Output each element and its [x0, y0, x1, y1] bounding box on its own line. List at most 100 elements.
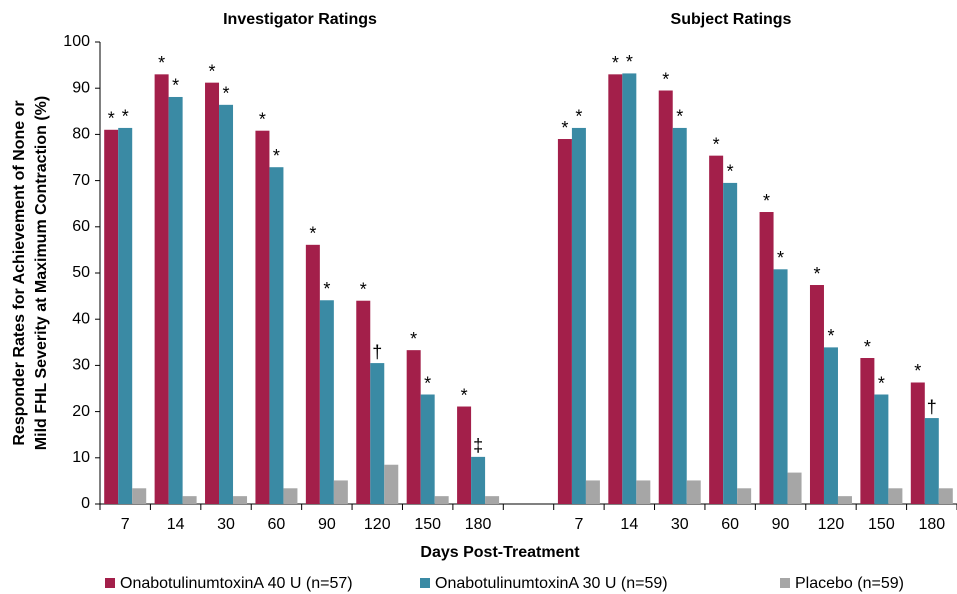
bar-annotation: †	[372, 342, 382, 362]
bar	[269, 167, 284, 504]
bar	[759, 212, 774, 505]
bar-annotation: †	[927, 397, 937, 417]
x-tick-label: 14	[167, 516, 185, 533]
bar	[118, 127, 133, 504]
bar-annotation: ‡	[473, 436, 483, 456]
y-tick-label: 50	[72, 264, 90, 281]
legend-swatch	[105, 578, 115, 588]
y-axis-label: Mild FHL Severity at Maximum Contraction…	[33, 96, 50, 450]
y-tick-label: 60	[72, 218, 90, 235]
bar	[658, 90, 673, 504]
y-tick-label: 40	[72, 310, 90, 327]
bar	[154, 74, 169, 504]
bar	[888, 488, 903, 504]
x-tick-label: 150	[414, 516, 441, 533]
bar	[370, 363, 385, 504]
bar	[434, 496, 449, 504]
bar	[406, 350, 421, 504]
bar-annotation: *	[122, 107, 129, 127]
bar	[672, 127, 687, 504]
bar-annotation: *	[662, 69, 669, 89]
bar-annotation: *	[360, 279, 367, 299]
x-tick-label: 60	[721, 516, 739, 533]
x-tick-label: 60	[268, 516, 286, 533]
bar	[305, 244, 320, 504]
bar	[557, 139, 572, 504]
bar-annotation: *	[626, 52, 633, 72]
y-tick-label: 10	[72, 449, 90, 466]
bar-annotation: *	[813, 264, 820, 284]
panel-title: Subject Ratings	[671, 11, 792, 28]
x-tick-label: 120	[818, 516, 845, 533]
x-axis-label: Days Post-Treatment	[420, 544, 580, 561]
bar	[809, 285, 824, 504]
bar-annotation: *	[410, 329, 417, 349]
bar-annotation: *	[209, 61, 216, 81]
bar	[837, 496, 852, 504]
bar-annotation: *	[827, 326, 834, 346]
bar-annotation: *	[273, 146, 280, 166]
x-tick-label: 30	[217, 516, 235, 533]
bar	[860, 358, 875, 504]
bar-annotation: *	[323, 279, 330, 299]
x-tick-label: 90	[318, 516, 336, 533]
bar-annotation: *	[424, 373, 431, 393]
bar	[938, 488, 953, 504]
bar	[420, 394, 435, 504]
bar	[319, 300, 334, 504]
bar	[787, 472, 802, 504]
bar	[910, 382, 925, 504]
y-tick-label: 100	[63, 33, 90, 50]
bar	[182, 496, 197, 504]
x-tick-label: 150	[868, 516, 895, 533]
legend-label: Placebo (n=59)	[795, 575, 904, 592]
x-tick-label: 180	[918, 516, 945, 533]
bar	[874, 394, 889, 504]
x-tick-label: 14	[620, 516, 638, 533]
legend-label: OnabotulinumtoxinA 30 U (n=59)	[435, 575, 668, 592]
bar-annotation: *	[259, 109, 266, 129]
panel-title: Investigator Ratings	[223, 11, 377, 28]
y-tick-label: 80	[72, 126, 90, 143]
bar	[356, 300, 371, 504]
bar-annotation: *	[309, 224, 316, 244]
y-tick-label: 0	[81, 495, 90, 512]
bar	[924, 418, 939, 504]
bar	[233, 496, 248, 504]
bar	[219, 104, 234, 504]
bar-annotation: *	[158, 53, 165, 73]
bar	[773, 269, 788, 504]
x-tick-label: 120	[364, 516, 391, 533]
y-tick-label: 90	[72, 79, 90, 96]
bar-annotation: *	[561, 118, 568, 138]
bar	[457, 406, 472, 504]
bar	[636, 480, 651, 504]
x-tick-label: 7	[121, 516, 130, 533]
bar-annotation: *	[108, 109, 115, 129]
y-tick-label: 30	[72, 357, 90, 374]
bar-annotation: *	[713, 134, 720, 154]
bar	[823, 347, 838, 504]
bar-annotation: *	[223, 84, 230, 104]
bar	[709, 155, 724, 505]
legend-swatch	[780, 578, 790, 588]
bar	[737, 488, 752, 504]
bar	[255, 130, 270, 505]
bar-annotation: *	[461, 385, 468, 405]
y-tick-label: 20	[72, 403, 90, 420]
bar-annotation: *	[777, 248, 784, 268]
bar	[384, 464, 399, 504]
x-tick-label: 180	[465, 516, 492, 533]
bar-annotation: *	[612, 53, 619, 73]
bar	[168, 96, 183, 504]
bar	[132, 488, 147, 504]
bar-annotation: *	[575, 107, 582, 127]
bar	[333, 480, 348, 504]
legend-swatch	[420, 578, 430, 588]
bar	[686, 480, 701, 504]
legend-label: OnabotulinumtoxinA 40 U (n=57)	[120, 575, 353, 592]
bar-annotation: *	[676, 107, 683, 127]
y-axis-label: Responder Rates for Achievement of None …	[11, 100, 28, 445]
y-tick-label: 70	[72, 172, 90, 189]
